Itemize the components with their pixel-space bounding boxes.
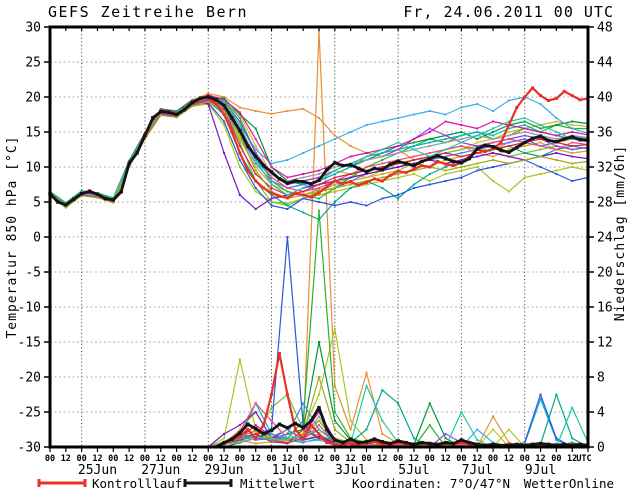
svg-text:-5: -5	[25, 266, 41, 281]
svg-text:5: 5	[33, 196, 41, 211]
svg-text:00: 00	[330, 454, 340, 464]
svg-text:0: 0	[597, 441, 605, 456]
svg-text:30: 30	[25, 21, 41, 36]
control-swatch	[36, 476, 88, 490]
run-datetime: Fr, 24.06.2011 00 UTC	[403, 3, 614, 21]
svg-text:27Jun: 27Jun	[141, 463, 180, 478]
svg-text:40: 40	[597, 91, 613, 106]
svg-text:12: 12	[504, 454, 514, 464]
svg-text:32: 32	[597, 161, 613, 176]
svg-text:00: 00	[266, 454, 276, 464]
svg-text:00: 00	[235, 454, 245, 464]
svg-text:12: 12	[409, 454, 419, 464]
svg-text:36: 36	[597, 126, 613, 141]
svg-text:8: 8	[597, 371, 605, 386]
svg-text:12: 12	[61, 454, 71, 464]
member-m01	[49, 30, 589, 448]
svg-text:00: 00	[298, 454, 308, 464]
svg-text:0: 0	[33, 231, 41, 246]
svg-text:7Jul: 7Jul	[462, 463, 493, 478]
svg-text:48: 48	[597, 21, 613, 36]
control-label: Kontrolllauf	[92, 475, 183, 490]
svg-text:00: 00	[551, 454, 561, 464]
axis-ticks	[44, 26, 594, 452]
svg-text:12: 12	[187, 454, 197, 464]
svg-text:12: 12	[251, 454, 261, 464]
svg-text:00: 00	[203, 454, 213, 464]
axis-tick-labels: 302520151050-5-10-15-20-25-3048444036322…	[18, 21, 613, 465]
date-labels: 25Jun 27Jun 29Jun 1Jul 3Jul 5Jul 7Jul 9Jul	[78, 463, 556, 478]
svg-text:29Jun: 29Jun	[204, 463, 243, 478]
svg-text:00: 00	[361, 454, 371, 464]
svg-text:00: 00	[425, 454, 435, 464]
svg-text:00: 00	[393, 454, 403, 464]
svg-text:00: 00	[488, 454, 498, 464]
control-line-icon	[37, 479, 87, 487]
svg-text:12: 12	[156, 454, 166, 464]
brand-label: WetterOnline	[523, 475, 614, 490]
coordinates-label: Koordinaten: 7°O/47°N	[352, 475, 511, 490]
svg-text:-20: -20	[18, 371, 41, 386]
svg-text:12: 12	[92, 454, 102, 464]
plot-frame	[48, 25, 590, 449]
svg-text:15: 15	[25, 126, 41, 141]
svg-text:4: 4	[597, 406, 605, 421]
svg-text:00: 00	[108, 454, 118, 464]
mean-label: Mittelwert	[240, 475, 316, 490]
svg-text:1Jul: 1Jul	[272, 463, 303, 478]
svg-text:00: 00	[77, 454, 87, 464]
page-title: GEFS Zeitreihe Bern	[48, 3, 249, 21]
svg-text:00: 00	[456, 454, 466, 464]
svg-text:25: 25	[25, 56, 41, 71]
svg-text:20: 20	[597, 266, 613, 281]
svg-text:20: 20	[25, 91, 41, 106]
svg-text:12: 12	[282, 454, 292, 464]
svg-text:9Jul: 9Jul	[525, 463, 556, 478]
svg-text:-10: -10	[18, 301, 41, 316]
svg-text:12: 12	[377, 454, 387, 464]
member-m04	[49, 103, 589, 448]
svg-text:10: 10	[25, 161, 41, 176]
svg-text:28: 28	[597, 196, 613, 211]
svg-text:5Jul: 5Jul	[398, 463, 429, 478]
svg-text:00: 00	[171, 454, 181, 464]
svg-text:12: 12	[567, 454, 577, 464]
svg-text:12: 12	[472, 454, 482, 464]
svg-text:25Jun: 25Jun	[78, 463, 117, 478]
legend: Kontrolllauf Mittelwert Koordinaten: 7°O…	[0, 476, 634, 490]
mean-swatch	[182, 476, 234, 490]
svg-text:16: 16	[597, 301, 613, 316]
svg-text:12: 12	[124, 454, 134, 464]
svg-text:12: 12	[346, 454, 356, 464]
precip-axis-title: Niederschlag [mm/6h]	[613, 144, 628, 322]
svg-text:00: 00	[520, 454, 530, 464]
svg-text:00: 00	[140, 454, 150, 464]
svg-text:12: 12	[219, 454, 229, 464]
svg-text:00: 00	[45, 454, 55, 464]
temp-axis-title: Temperatur 850 hPa [°C]	[5, 135, 20, 339]
svg-text:12: 12	[597, 336, 613, 351]
svg-text:UTC: UTC	[576, 454, 591, 464]
svg-text:-25: -25	[18, 406, 41, 421]
svg-text:-15: -15	[18, 336, 41, 351]
svg-text:-30: -30	[18, 441, 41, 456]
svg-text:44: 44	[597, 56, 613, 71]
svg-text:3Jul: 3Jul	[335, 463, 366, 478]
svg-text:12: 12	[314, 454, 324, 464]
mean-line-icon	[183, 479, 233, 487]
svg-text:12: 12	[535, 454, 545, 464]
temp-gridlines	[50, 61, 588, 413]
svg-text:12: 12	[440, 454, 450, 464]
svg-text:24: 24	[597, 231, 613, 246]
